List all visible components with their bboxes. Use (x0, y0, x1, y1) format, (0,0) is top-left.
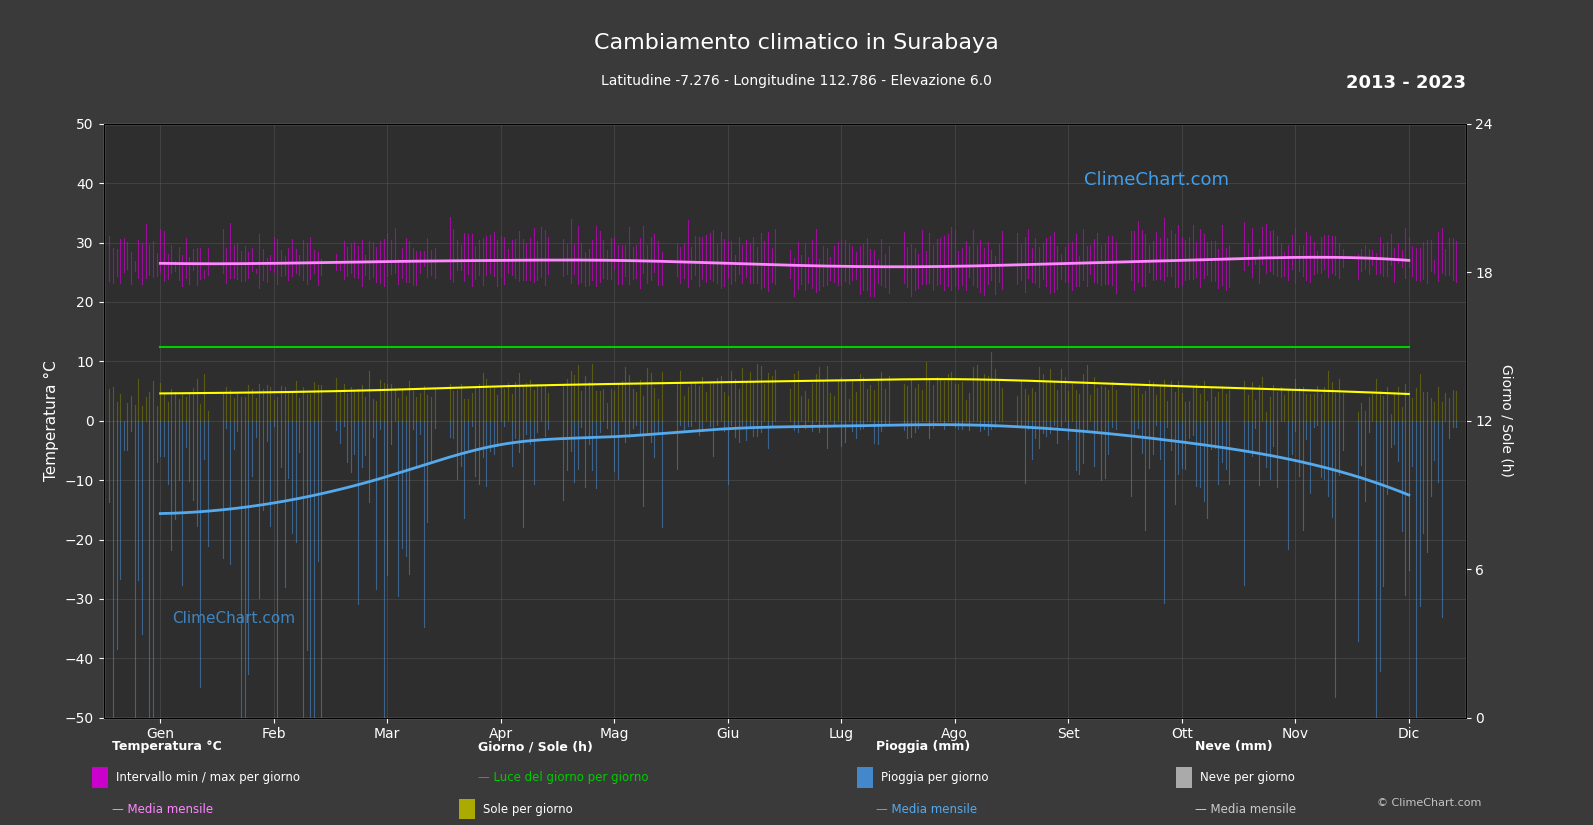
Text: Neve (mm): Neve (mm) (1195, 740, 1273, 753)
Text: — Luce del giorno per giorno: — Luce del giorno per giorno (478, 771, 648, 785)
Text: Sole per giorno: Sole per giorno (483, 803, 572, 816)
Text: ClimeChart.com: ClimeChart.com (1085, 172, 1230, 189)
Text: Latitudine -7.276 - Longitudine 112.786 - Elevazione 6.0: Latitudine -7.276 - Longitudine 112.786 … (601, 74, 992, 88)
Text: Temperatura °C: Temperatura °C (112, 740, 221, 753)
Text: Neve per giorno: Neve per giorno (1200, 771, 1295, 785)
Text: 2013 - 2023: 2013 - 2023 (1346, 74, 1466, 92)
Y-axis label: Giorno / Sole (h): Giorno / Sole (h) (1501, 365, 1513, 477)
Text: — Media mensile: — Media mensile (876, 803, 977, 816)
Text: ClimeChart.com: ClimeChart.com (172, 610, 295, 626)
Text: Intervallo min / max per giorno: Intervallo min / max per giorno (116, 771, 301, 785)
Text: — Media mensile: — Media mensile (112, 803, 212, 816)
Text: © ClimeChart.com: © ClimeChart.com (1376, 799, 1481, 808)
Text: Pioggia per giorno: Pioggia per giorno (881, 771, 988, 785)
Y-axis label: Temperatura °C: Temperatura °C (45, 361, 59, 481)
Text: — Media mensile: — Media mensile (1195, 803, 1295, 816)
Text: Cambiamento climatico in Surabaya: Cambiamento climatico in Surabaya (594, 33, 999, 53)
Text: Giorno / Sole (h): Giorno / Sole (h) (478, 740, 593, 753)
Text: Pioggia (mm): Pioggia (mm) (876, 740, 970, 753)
